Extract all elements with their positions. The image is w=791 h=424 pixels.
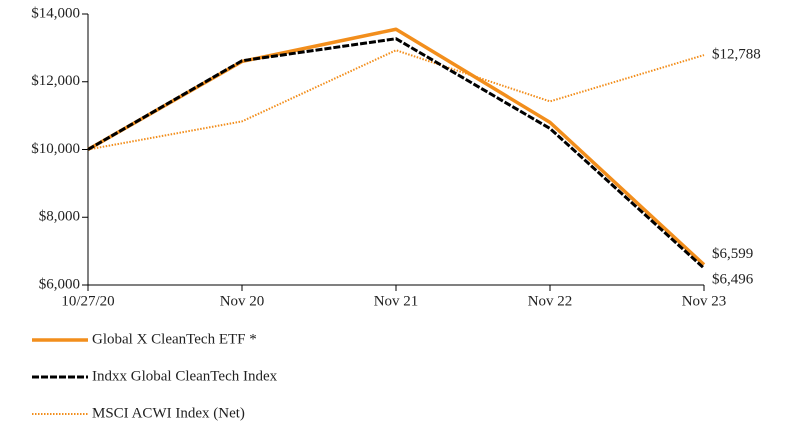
value-label: $6,599 [712,246,753,262]
x-tick-label: Nov 22 [528,293,573,309]
x-tick-label: Nov 21 [374,293,419,309]
value-label: $12,788 [712,46,761,62]
y-tick-label: $12,000 [31,73,80,89]
y-tick-label: $14,000 [31,5,80,21]
series-line [87,49,705,151]
x-tick-label: 10/27/20 [61,293,114,309]
legend-label: Global X CleanTech ETF * [92,331,257,347]
y-tick-label: $10,000 [31,141,80,157]
series-line [87,37,706,270]
legend-label: MSCI ACWI Index (Net) [92,405,245,421]
series-line [87,27,706,266]
x-tick-label: Nov 23 [682,293,727,309]
value-label: $6,496 [712,272,754,288]
y-tick-label: $6,000 [39,276,80,292]
y-tick-label: $8,000 [39,209,80,225]
x-tick-label: Nov 20 [220,293,265,309]
legend-label: Indxx Global CleanTech Index [92,368,278,384]
